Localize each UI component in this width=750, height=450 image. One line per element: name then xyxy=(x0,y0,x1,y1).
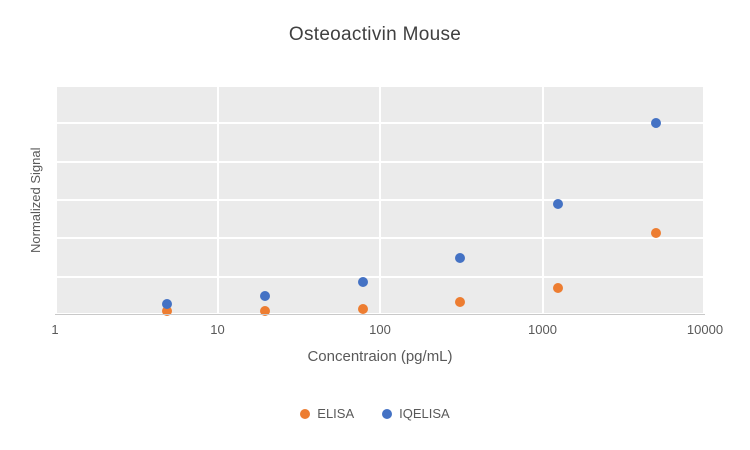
gridline-horizontal xyxy=(55,160,705,163)
legend-marker-icon xyxy=(382,408,393,419)
legend-label: IQELISA xyxy=(399,406,450,421)
data-point-iqelisa xyxy=(455,252,466,263)
legend-marker-icon xyxy=(300,408,311,419)
data-point-iqelisa xyxy=(259,290,270,301)
y-axis-title: Normalized Signal xyxy=(28,147,43,253)
gridline-horizontal xyxy=(55,237,705,240)
data-point-iqelisa xyxy=(161,298,172,309)
legend: ELISA IQELISA xyxy=(0,406,750,421)
gridline-horizontal xyxy=(55,199,705,201)
x-tick-label: 1000 xyxy=(528,322,557,337)
data-point-elisa xyxy=(455,296,466,307)
data-point-elisa xyxy=(161,306,172,317)
data-point-elisa xyxy=(553,283,564,294)
data-point-iqelisa xyxy=(553,198,564,209)
chart-title: Osteoactivin Mouse xyxy=(288,24,462,45)
plot-area xyxy=(55,85,705,317)
data-point-iqelisa xyxy=(357,277,368,288)
x-tick-label: 100 xyxy=(369,322,391,337)
gridline-horizontal xyxy=(55,85,705,87)
gridline-horizontal xyxy=(55,275,705,278)
x-axis-ticks: 1 10 100 1000 10000 xyxy=(51,322,723,338)
gridline-horizontal xyxy=(55,122,705,125)
data-point-elisa xyxy=(259,306,270,317)
data-point-elisa xyxy=(357,304,368,315)
x-axis-title: Concentraion (pg/mL) xyxy=(307,348,453,365)
data-point-elisa xyxy=(651,227,662,238)
legend-item-elisa: ELISA xyxy=(300,406,354,421)
legend-label: ELISA xyxy=(317,406,355,421)
x-tick-label: 10 xyxy=(210,322,225,337)
x-tick-label: 1 xyxy=(51,322,59,337)
x-axis-line xyxy=(55,314,705,315)
legend-item-iqelisa: IQELISA xyxy=(382,406,450,421)
data-point-iqelisa xyxy=(651,118,662,129)
x-tick-label: 10000 xyxy=(686,322,724,337)
